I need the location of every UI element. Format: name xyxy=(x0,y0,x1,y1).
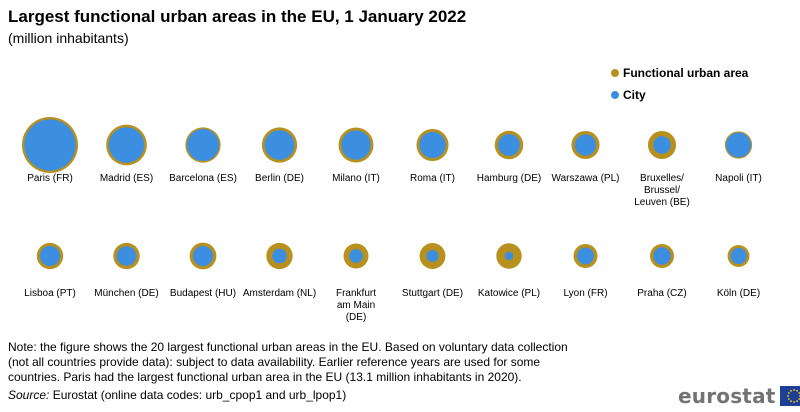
flag-star-icon xyxy=(795,400,798,403)
chart-source: Source: Eurostat (online data codes: urb… xyxy=(8,388,346,402)
city-bubble xyxy=(653,136,671,154)
legend-item-fua: Functional urban area xyxy=(611,62,748,84)
chart-note: Note: the figure shows the 20 largest fu… xyxy=(8,340,568,384)
flag-star-icon xyxy=(787,392,790,394)
city-bubble xyxy=(116,246,137,266)
category-label: Praha (CZ) xyxy=(637,288,686,299)
bubble-group: Roma (IT) xyxy=(410,128,455,184)
flag-star-icon xyxy=(792,389,795,391)
bubble-group: Berlin (DE) xyxy=(255,127,304,184)
category-label: Roma (IT) xyxy=(410,173,455,184)
category-label: Paris (FR) xyxy=(27,173,73,184)
source-label: Source: xyxy=(8,388,50,402)
bubble-group: Stuttgart (DE) xyxy=(402,243,463,299)
eurostat-logo: eurostat xyxy=(678,384,800,408)
bubble-group: Madrid (ES) xyxy=(100,124,153,184)
legend-fua-label: Functional urban area xyxy=(623,66,749,80)
flag-star-icon xyxy=(797,398,800,400)
bubble-group: Köln (DE) xyxy=(717,245,760,299)
source-text: Eurostat (online data codes: urb_cpop1 a… xyxy=(49,388,347,402)
city-bubble xyxy=(24,119,76,171)
bubble-group: Lisboa (PT) xyxy=(24,242,76,299)
legend-city-label: City xyxy=(623,88,646,102)
category-label: Bruxelles/Brussel/Leuven (BE) xyxy=(634,173,690,208)
city-bubble xyxy=(574,134,597,156)
bubble-group: Barcelona (ES) xyxy=(169,127,237,184)
city-bubble xyxy=(108,127,145,163)
category-label: Warszawa (PL) xyxy=(552,173,620,184)
legend: Functional urban area City xyxy=(611,62,748,106)
category-label: Milano (IT) xyxy=(332,173,380,184)
category-label: Katowice (PL) xyxy=(478,288,540,299)
bubble-group: Hamburg (DE) xyxy=(477,130,541,184)
city-bubble xyxy=(264,130,295,160)
flag-star-icon xyxy=(797,392,800,394)
flag-star-icon xyxy=(789,389,792,392)
city-bubble xyxy=(419,131,446,159)
category-label: Budapest (HU) xyxy=(170,288,236,299)
eu-flag-icon xyxy=(779,386,800,406)
bubble-group: Katowice (PL) xyxy=(478,243,540,299)
city-bubble xyxy=(653,247,671,265)
flag-star-icon xyxy=(792,401,795,403)
chart-subtitle: (million inhabitants) xyxy=(8,30,129,46)
category-label: München (DE) xyxy=(94,288,158,299)
category-label: Amsterdam (NL) xyxy=(243,288,316,299)
flag-star-icon xyxy=(795,389,798,392)
city-bubble xyxy=(504,251,514,261)
city-bubble xyxy=(577,247,594,265)
legend-fua-marker xyxy=(611,69,619,77)
city-bubble xyxy=(426,250,439,262)
city-bubble xyxy=(349,249,363,263)
category-label: Frankfurt am Main (DE) xyxy=(336,288,376,323)
chart-title: Largest functional urban areas in the EU… xyxy=(8,7,467,26)
bubble-chart: Paris (FR) Madrid (ES) Barcelona (ES) Berli… xyxy=(22,117,762,323)
bubble-group: Bruxelles/Brussel/Leuven (BE) xyxy=(634,130,690,208)
category-label: Köln (DE) xyxy=(717,288,760,299)
eurostat-wordmark: eurostat xyxy=(678,384,776,408)
bubble-group: Frankfurt am Main (DE) xyxy=(336,243,376,323)
bubble-group: Lyon (FR) xyxy=(563,244,608,299)
legend-item-city: City xyxy=(611,84,748,106)
bubble-group: München (DE) xyxy=(94,242,159,299)
flag-star-icon xyxy=(787,398,790,400)
city-bubble xyxy=(272,248,287,264)
city-bubble xyxy=(498,134,520,156)
flag-star-icon xyxy=(789,400,792,403)
flag-star-icon xyxy=(786,395,789,397)
legend-city-marker xyxy=(611,91,619,99)
bubble-group: Budapest (HU) xyxy=(170,242,236,299)
category-label: Lyon (FR) xyxy=(563,288,607,299)
city-bubble xyxy=(726,132,751,158)
category-label: Berlin (DE) xyxy=(255,173,304,184)
bubble-group: Napoli (IT) xyxy=(715,131,762,184)
bubble-group: Milano (IT) xyxy=(332,127,380,184)
city-bubble xyxy=(186,128,220,162)
bubble-group: Paris (FR) xyxy=(22,117,78,184)
bubble-group: Amsterdam (NL) xyxy=(243,242,316,299)
bubble-group: Warszawa (PL) xyxy=(552,130,620,184)
city-bubble xyxy=(341,130,371,160)
city-bubble xyxy=(730,247,747,265)
category-label: Napoli (IT) xyxy=(715,173,762,184)
category-label: Lisboa (PT) xyxy=(24,288,76,299)
city-bubble xyxy=(39,245,61,267)
city-bubble xyxy=(192,245,214,267)
bubble-group: Praha (CZ) xyxy=(637,244,687,299)
category-label: Madrid (ES) xyxy=(100,173,153,184)
category-label: Stuttgart (DE) xyxy=(402,288,463,299)
category-label: Hamburg (DE) xyxy=(477,173,541,184)
category-label: Barcelona (ES) xyxy=(169,173,237,184)
